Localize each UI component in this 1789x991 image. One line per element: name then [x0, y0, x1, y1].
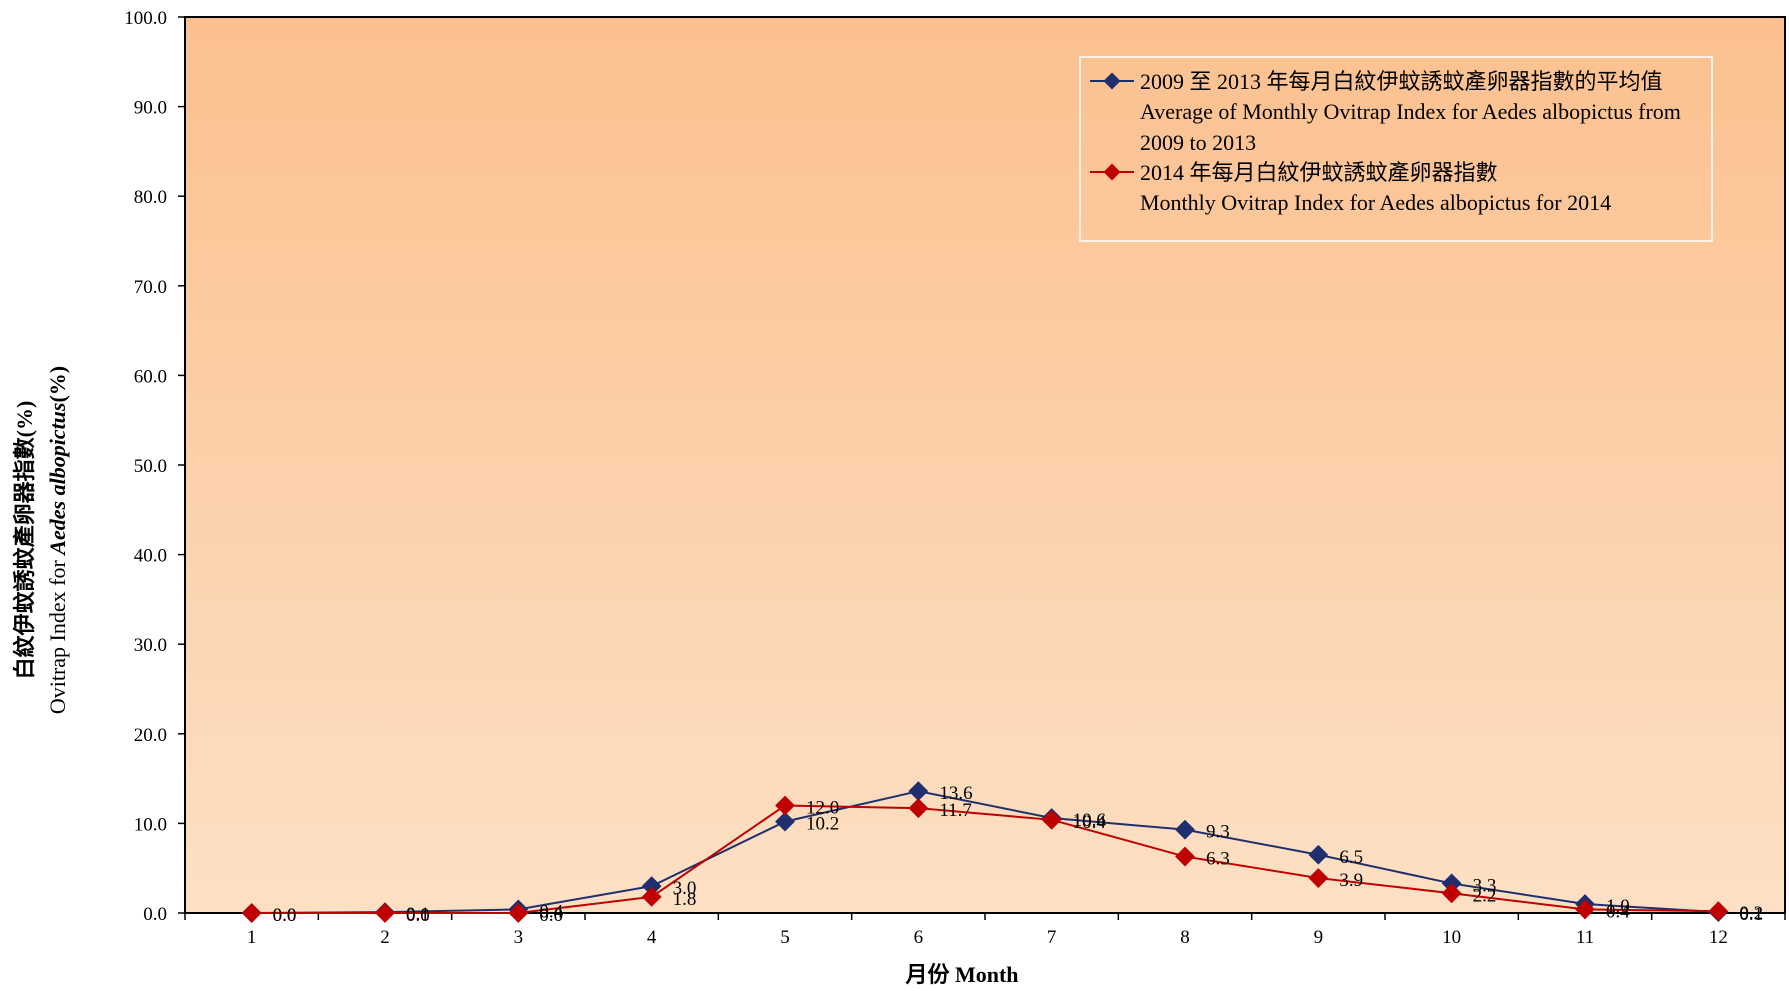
legend-series-2-line1: 2014 年每月白紋伊蚊誘蚊產卵器指數 — [1140, 160, 1498, 185]
y-tick-label: 0.0 — [143, 904, 167, 925]
y-axis-title-en-species: Aedes albopictus — [45, 403, 70, 557]
x-tick-label: 9 — [1314, 927, 1324, 948]
series-2-point — [1575, 899, 1595, 920]
x-tick-label: 1 — [247, 927, 257, 948]
y-tick-label: 70.0 — [134, 277, 167, 298]
series-1-point — [641, 876, 662, 897]
series-2-data-label: 0.0 — [539, 905, 563, 926]
y-tick-label: 30.0 — [134, 635, 167, 656]
series-line-2 — [251, 804, 1719, 914]
legend-box — [1079, 56, 1713, 242]
plot-area — [184, 16, 1786, 914]
y-axis-title-en: Ovitrap Index for Aedes albopictus(%) — [45, 366, 70, 714]
legend-series-1-line3: 2009 to 2013 — [1140, 130, 1256, 155]
y-tick-label: 80.0 — [134, 187, 167, 208]
x-tick-label: 3 — [514, 927, 524, 948]
series-2-data-label: 2.2 — [1473, 885, 1497, 906]
series-1-point — [775, 811, 795, 832]
x-tick-label: 7 — [1047, 927, 1057, 948]
series-2-point — [1175, 846, 1195, 867]
x-axis-title: 月份 Month — [904, 962, 1018, 987]
series-2-point — [508, 903, 529, 923]
series-1-point — [908, 781, 929, 802]
x-tick-label: 11 — [1576, 927, 1594, 948]
series-1-data-label: 13.6 — [939, 783, 972, 804]
y-tick-label: 60.0 — [134, 366, 167, 387]
series-2-data-label: 11.7 — [939, 800, 972, 821]
series-1-data-label: 1.0 — [1606, 896, 1630, 917]
series-2-data-label: 0.0 — [406, 905, 430, 926]
series-2-data-label: 3.9 — [1339, 870, 1363, 891]
legend-series-1-line2: Average of Monthly Ovitrap Index for Aed… — [1140, 99, 1681, 124]
series-2-point — [775, 795, 795, 816]
series-2-point — [641, 886, 662, 907]
data-labels: 0.0 0.1 0.43.010.213.610.69.36.53.31.0 0.10… — [273, 783, 1763, 926]
x-tick-label: 2 — [380, 927, 390, 948]
y-axis-title-en-suffix: (%) — [45, 366, 70, 403]
series-1-data-label: 0.0 — [273, 905, 297, 926]
x-axis: 1 2 3 4 5 6 7 8 9 10 11 12 — [184, 913, 1786, 948]
series-2-point — [908, 798, 929, 819]
y-axis: 0.0 10.0 20.0 30.0 40.0 50.0 60.0 70.0 80.0 90.0 1… — [124, 8, 185, 925]
series-1-data-label: 0.4 — [539, 901, 563, 922]
series-1-data-label: 10.6 — [1073, 810, 1106, 831]
series-1-data-label: 6.5 — [1339, 847, 1363, 868]
y-tick-label: 90.0 — [134, 98, 167, 119]
x-tick-label: 5 — [780, 927, 790, 948]
series-2-point — [1441, 883, 1462, 904]
legend-series-1-line1: 2009 至 2013 年每月白紋伊蚊誘蚊產卵器指數的平均值 — [1140, 69, 1663, 94]
y-tick-label: 40.0 — [134, 546, 167, 567]
series-1-data-label: 3.0 — [673, 878, 697, 899]
series-2-data-label: 0.2 — [1739, 903, 1763, 924]
series-2-data-label: 12.0 — [806, 797, 839, 818]
series-2-point — [375, 903, 395, 923]
y-axis-title-zh: 白紋伊蚊誘蚊產卵器指數(%) — [12, 401, 37, 680]
y-tick-label: 20.0 — [134, 725, 167, 746]
series-2-data-label: 6.3 — [1206, 849, 1230, 870]
x-tick-label: 8 — [1180, 927, 1190, 948]
y-tick-label: 50.0 — [134, 456, 167, 477]
series-1-data-label: 3.3 — [1473, 875, 1497, 896]
x-tick-label: 4 — [647, 927, 657, 948]
y-tick-label: 10.0 — [134, 814, 167, 835]
y-axis-title-en-prefix: Ovitrap Index for — [45, 555, 70, 714]
x-tick-label: 6 — [914, 927, 924, 948]
series-2-data-label: 0.4 — [1606, 901, 1630, 922]
series-1-data-label: 0.1 — [1739, 904, 1763, 925]
series-2-data-label: 0.0 — [273, 905, 297, 926]
series-layer — [241, 781, 1729, 923]
x-tick-label: 12 — [1709, 927, 1728, 948]
series-1-data-label: 9.3 — [1206, 822, 1230, 843]
series-1-data-label: 10.2 — [806, 814, 839, 835]
series-1-data-label: 0.1 — [406, 904, 430, 925]
legend: 2009 至 2013 年每月白紋伊蚊誘蚊產卵器指數的平均值 Average o… — [1079, 56, 1713, 242]
series-2-point — [1041, 809, 1062, 830]
series-2-data-label: 10.4 — [1073, 812, 1107, 833]
series-line-1 — [251, 790, 1719, 914]
x-tick-label: 10 — [1442, 927, 1461, 948]
series-1-point — [1308, 844, 1329, 865]
series-2-point — [1308, 868, 1329, 888]
legend-series-2-line2: Monthly Ovitrap Index for Aedes albopict… — [1140, 190, 1611, 215]
y-tick-label: 100.0 — [124, 8, 167, 29]
series-2-point — [1708, 901, 1729, 922]
series-1-point — [1175, 819, 1195, 840]
series-2-data-label: 1.8 — [673, 889, 697, 910]
